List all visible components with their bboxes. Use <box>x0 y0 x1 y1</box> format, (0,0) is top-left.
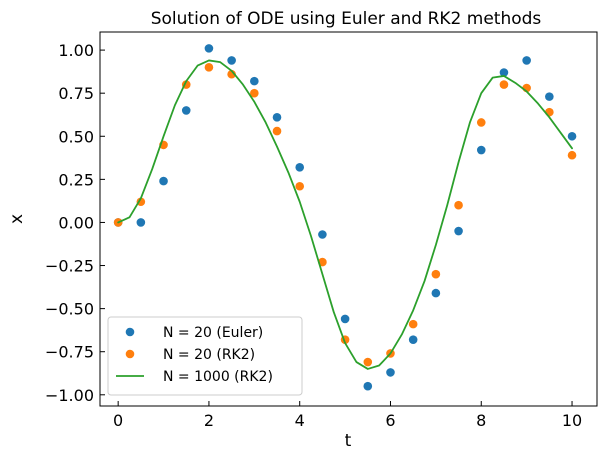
y-axis-label: x <box>7 214 27 224</box>
data-point-n-20-rk2 <box>499 80 509 89</box>
data-point-n-20-rk2 <box>454 200 463 210</box>
legend-box <box>107 316 303 396</box>
y-tick-label: −0.50 <box>45 300 94 319</box>
y-tick-label: 1.00 <box>58 41 94 60</box>
data-point-n-20-euler <box>340 314 350 324</box>
axes-frame <box>99 31 598 407</box>
data-point-n-20-euler <box>545 92 554 101</box>
data-point-n-20-rk2 <box>250 88 259 98</box>
data-point-n-20-euler <box>318 230 327 239</box>
data-point-n-20-rk2 <box>204 63 214 72</box>
data-point-n-20-euler <box>159 176 168 186</box>
chart-title: Solution of ODE using Euler and RK2 meth… <box>151 9 542 29</box>
data-point-n-20-euler <box>522 56 531 65</box>
legend-label: N = 1000 (RK2) <box>163 369 273 385</box>
y-tick-label: 0.50 <box>58 127 94 146</box>
data-point-n-20-euler <box>567 131 577 141</box>
y-tick-label: 0.25 <box>58 170 94 189</box>
x-tick-label: 0 <box>113 411 123 430</box>
data-point-n-20-euler <box>204 44 214 53</box>
data-point-n-20-euler <box>136 218 146 227</box>
legend-label: N = 20 (Euler) <box>163 325 263 341</box>
data-point-n-20-euler <box>454 226 463 236</box>
data-point-n-20-euler <box>272 113 282 122</box>
x-tick-label: 8 <box>476 411 486 430</box>
x-axis-label: t <box>345 431 352 451</box>
data-point-n-20-euler <box>227 56 236 65</box>
data-point-n-20-euler <box>181 106 191 115</box>
data-point-n-20-rk2 <box>545 107 554 117</box>
data-point-n-20-rk2 <box>431 269 441 279</box>
data-point-n-20-rk2 <box>136 197 146 207</box>
legend-point-marker <box>125 349 135 359</box>
y-tick-label: 0.00 <box>58 213 94 232</box>
series-line-n-1000-rk2 <box>117 59 573 370</box>
data-point-n-20-euler <box>431 288 441 298</box>
data-point-n-20-rk2 <box>295 181 305 191</box>
y-tick-label: 0.75 <box>58 84 94 103</box>
legend-point-marker <box>125 327 135 337</box>
data-point-n-20-euler <box>363 381 373 391</box>
data-point-n-20-rk2 <box>272 126 282 136</box>
x-tick-label: 4 <box>295 411 305 430</box>
data-point-n-20-euler <box>295 162 305 172</box>
data-point-n-20-euler <box>250 76 259 86</box>
data-point-n-20-euler <box>476 145 486 155</box>
data-point-n-20-rk2 <box>363 357 373 367</box>
axis-ticks: 0 2 4 6 8 10 1.00 0.75 0.50 0.25 0.00 −0.25 −0.50 −0.… <box>45 41 582 430</box>
data-point-n-20-euler <box>386 368 395 377</box>
plot-area <box>113 44 577 391</box>
data-point-n-20-euler <box>408 335 418 344</box>
y-tick-label: −0.25 <box>45 257 94 276</box>
legend-label: N = 20 (RK2) <box>163 347 255 363</box>
data-point-n-20-rk2 <box>476 118 486 127</box>
x-tick-label: 2 <box>204 411 214 430</box>
y-tick-label: −0.75 <box>45 343 94 362</box>
x-tick-label: 10 <box>562 411 582 430</box>
data-point-n-20-rk2 <box>408 319 418 329</box>
data-point-n-20-rk2 <box>567 150 577 160</box>
x-tick-label: 6 <box>385 411 395 430</box>
y-tick-label: −1.00 <box>45 386 94 405</box>
data-point-n-20-euler <box>499 68 509 77</box>
legend: N = 20 (Euler) N = 20 (RK2) N = 1000 (RK2) <box>107 316 303 396</box>
